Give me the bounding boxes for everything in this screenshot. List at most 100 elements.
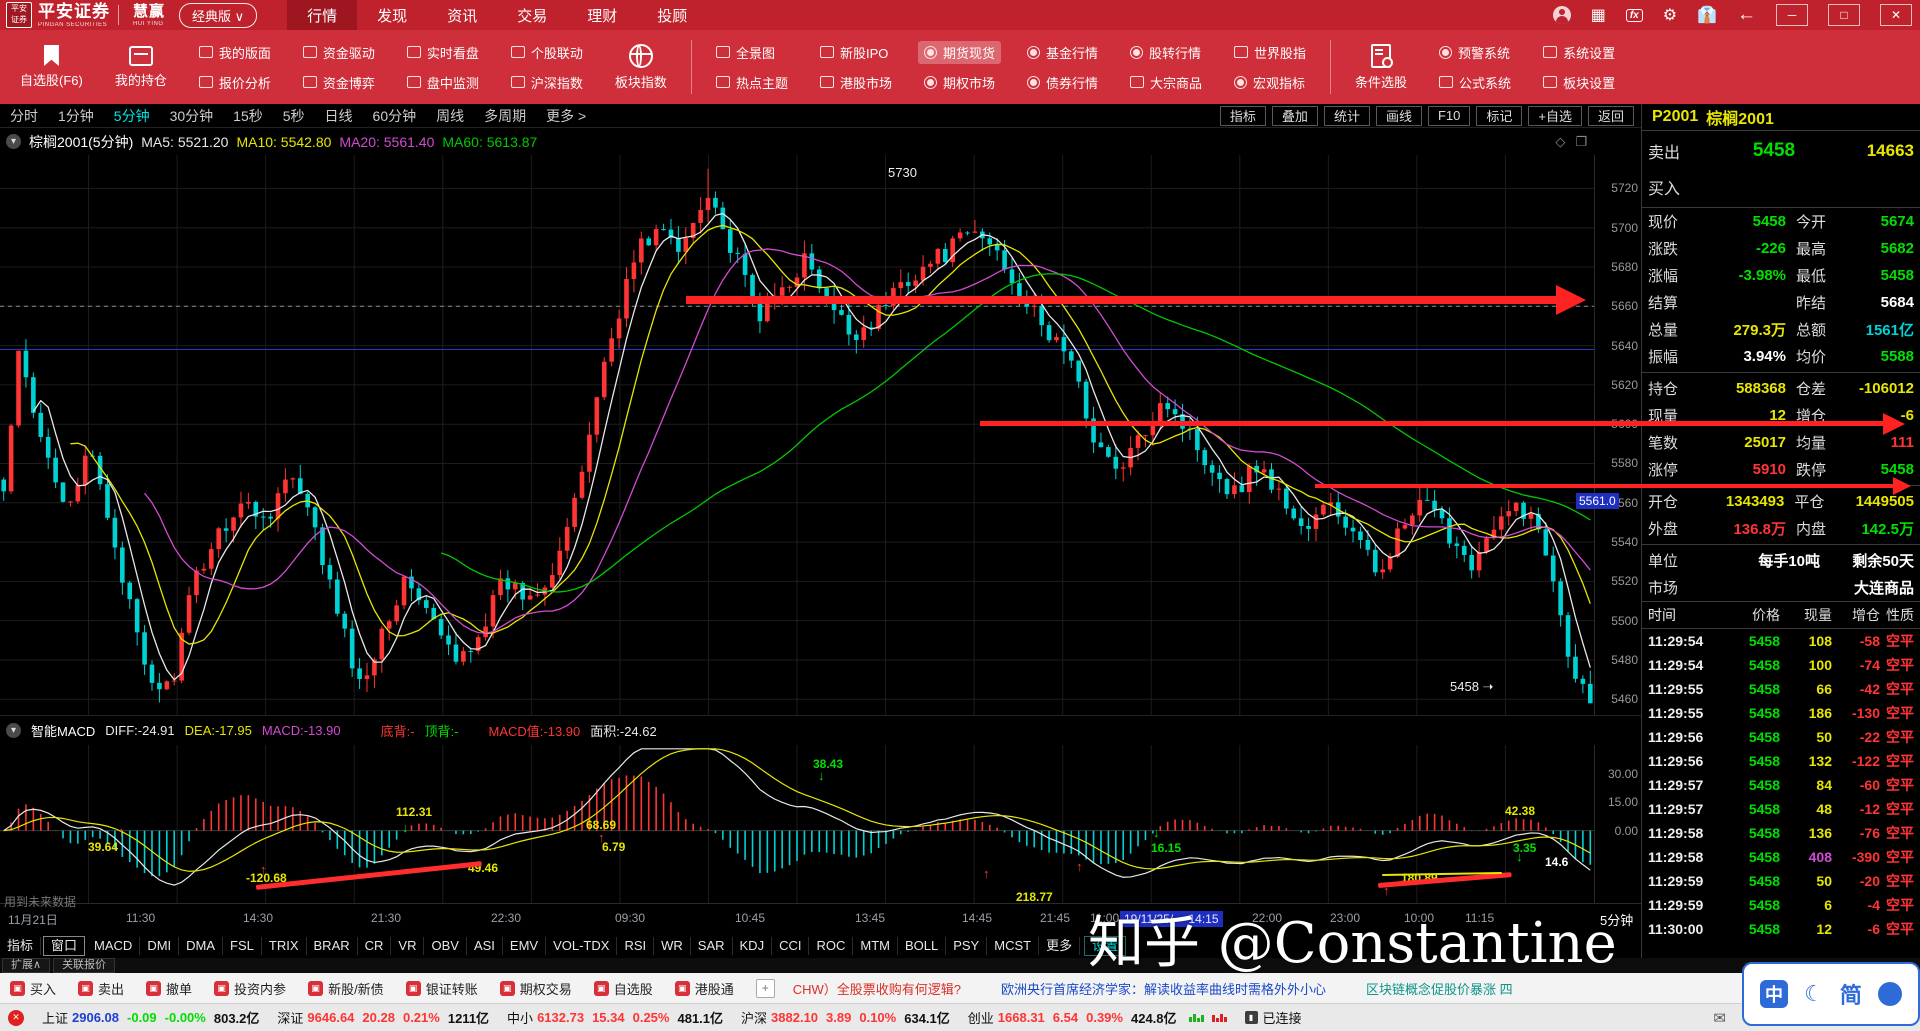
expand-tab[interactable]: 关联报价 (53, 958, 116, 973)
toolbar-item[interactable]: 期货现货 (917, 40, 1001, 64)
indicator-tab[interactable]: 指标 (0, 936, 42, 955)
indicator-tab[interactable]: SAR (691, 936, 733, 955)
gear-icon[interactable]: ⚙ (1662, 7, 1678, 24)
indicator-tab[interactable]: VR (391, 936, 425, 955)
tf-tab[interactable]: 1分钟 (58, 107, 94, 124)
tf-tab[interactable]: 周线 (436, 107, 465, 124)
tf-button[interactable]: 画线 (1375, 105, 1422, 126)
menu-item[interactable]: 投顾 (657, 7, 688, 25)
indicator-tab[interactable]: MCST (987, 936, 1040, 955)
tf-tab[interactable]: 多周期 (484, 107, 527, 124)
indicator-tab[interactable]: MACD (87, 936, 141, 955)
ime-moon-icon[interactable]: ☾ (1804, 981, 1824, 1006)
toolbar-item[interactable]: 实时看盘 (401, 41, 485, 64)
envelope-icon[interactable]: ✉ (1713, 1009, 1726, 1027)
indicator-tab[interactable]: DMA (179, 936, 224, 955)
toolbar-item[interactable]: 板块设置 (1537, 71, 1621, 94)
indicator-tab[interactable]: EMV (503, 936, 547, 955)
toolbar-item[interactable]: 新股IPO (814, 41, 898, 64)
shortcut-item[interactable]: ▣ 卖出 (78, 979, 124, 998)
indicator-tab[interactable]: 窗口 (43, 935, 86, 956)
tf-tab[interactable]: 更多 > (546, 107, 587, 124)
news-ticker-item[interactable]: CHW）全股票收购有何逻辑? (792, 981, 962, 997)
indicator-tab[interactable]: 更多 (1039, 936, 1081, 955)
tf-tab[interactable]: 30分钟 (169, 107, 214, 124)
toolbar-item[interactable]: 宏观指标 (1228, 71, 1312, 94)
menu-item[interactable]: 理财 (587, 7, 618, 25)
toolbar-item[interactable]: 资金博弈 (297, 71, 381, 94)
toolbar-item[interactable]: 大宗商品 (1124, 71, 1208, 94)
shortcut-item[interactable]: ▣ 银证转账 (405, 979, 478, 998)
tf-button[interactable]: 标记 (1476, 105, 1523, 126)
shortcut-item[interactable]: ▣ 港股通 (674, 979, 734, 998)
chevron-down-icon[interactable]: ▾ (6, 723, 21, 738)
indicator-tab[interactable]: OBV (424, 936, 467, 955)
tf-button[interactable]: 指标 (1219, 105, 1266, 126)
indicator-tab[interactable]: CR (358, 936, 392, 955)
back-arrow-icon[interactable]: ← (1737, 4, 1756, 25)
indicator-tab[interactable]: ROC (809, 936, 854, 955)
toolbar-item[interactable]: 期权市场 (918, 71, 1001, 94)
close-button[interactable]: ✕ (1880, 4, 1912, 26)
indicator-tab[interactable]: PSY (946, 936, 988, 955)
shortcut-item[interactable]: ▣ 新股/新债 (308, 979, 384, 998)
toolbar-item[interactable]: 预警系统 (1433, 41, 1517, 64)
toolbar-item[interactable]: 系统设置 (1537, 41, 1621, 64)
tf-button[interactable]: 叠加 (1271, 105, 1318, 126)
chevron-down-icon[interactable]: ▾ (6, 134, 21, 149)
indicator-tab[interactable]: MTM (853, 936, 898, 955)
indicator-tab[interactable]: FSL (223, 936, 262, 955)
ime-chinese-toggle[interactable]: 中 (1760, 980, 1789, 1008)
toolbar-item[interactable]: 板块指数 (599, 30, 683, 104)
ime-logo-icon[interactable] (1877, 982, 1902, 1006)
toolbar-item[interactable]: 自选股(F6) (4, 30, 99, 104)
panel-copy-icon[interactable]: ❐ (1575, 133, 1587, 149)
add-shortcut-button[interactable]: + (755, 978, 775, 998)
news-ticker-item[interactable]: 区块链概念促股价暴涨 四 (1366, 981, 1513, 997)
toolbar-item[interactable]: 资金驱动 (297, 41, 381, 64)
news-ticker-item[interactable]: 欧洲央行首席经济学家：解读收益率曲线时需格外外小心 (1001, 981, 1327, 997)
tf-button[interactable]: +自选 (1528, 105, 1582, 126)
tf-tab[interactable]: 分时 (10, 107, 38, 124)
macd-chart[interactable]: 30.00 15.00 0.00 39.64 112.31 -120.68 49.46 68.… (0, 745, 1641, 904)
toolbar-item[interactable]: 热点主题 (710, 71, 794, 94)
tf-tab[interactable]: 5分钟 (113, 107, 150, 124)
menu-item[interactable]: 发现 (377, 7, 408, 25)
indicator-tab[interactable]: 设置 (1084, 935, 1127, 956)
indicator-tab[interactable]: WR (654, 936, 691, 955)
toolbar-item[interactable]: 我的版面 (193, 41, 277, 64)
layout-grid-icon[interactable]: ▦ (1590, 7, 1606, 24)
version-select[interactable]: 经典版 ∨ (179, 2, 258, 28)
shortcut-item[interactable]: ▣ 自选股 (593, 979, 653, 998)
indicator-tab[interactable]: BRAR (307, 936, 358, 955)
indicator-tab[interactable]: CCI (772, 936, 810, 955)
tf-tab[interactable]: 5秒 (282, 107, 305, 124)
tf-tab[interactable]: 日线 (324, 107, 353, 124)
indicator-tab[interactable]: VOL-TDX (546, 936, 618, 955)
ime-simplified-toggle[interactable]: 简 (1839, 983, 1862, 1008)
shortcut-item[interactable]: ▣ 投资内参 (214, 979, 286, 998)
main-candlestick-chart[interactable]: 5720570056805660564056205600558055605540… (0, 155, 1641, 715)
toolbar-item[interactable]: 我的持仓 (99, 30, 183, 104)
menu-item[interactable]: 资讯 (447, 7, 478, 25)
toolbar-item[interactable]: 沪深指数 (505, 71, 589, 94)
refresh-icon[interactable]: ✕ (8, 1009, 24, 1026)
diamond-icon[interactable]: ◇ (1555, 133, 1566, 149)
toolbar-item[interactable]: 港股市场 (814, 71, 898, 94)
indicator-tab[interactable]: RSI (617, 936, 655, 955)
indicator-tab[interactable]: KDJ (733, 936, 773, 955)
tf-button[interactable]: 返回 (1587, 105, 1634, 126)
toolbar-item[interactable]: 条件选股 (1339, 30, 1423, 104)
formula-fx-icon[interactable]: fx (1625, 8, 1643, 22)
shortcut-item[interactable]: ▣ 买入 (10, 979, 56, 998)
user-avatar-icon[interactable] (1552, 6, 1571, 24)
shortcut-item[interactable]: ▣ 期权交易 (499, 979, 572, 998)
tf-button[interactable]: 统计 (1323, 105, 1370, 126)
toolbar-item[interactable]: 报价分析 (193, 71, 277, 94)
toolbar-item[interactable]: 公式系统 (1433, 71, 1517, 94)
maximize-button[interactable]: □ (1828, 4, 1860, 26)
toolbar-item[interactable]: 基金行情 (1021, 41, 1104, 64)
skin-shirt-icon[interactable]: 👔 (1697, 7, 1717, 24)
menu-item[interactable]: 行情 (287, 0, 358, 30)
indicator-tab[interactable]: TRIX (262, 936, 307, 955)
